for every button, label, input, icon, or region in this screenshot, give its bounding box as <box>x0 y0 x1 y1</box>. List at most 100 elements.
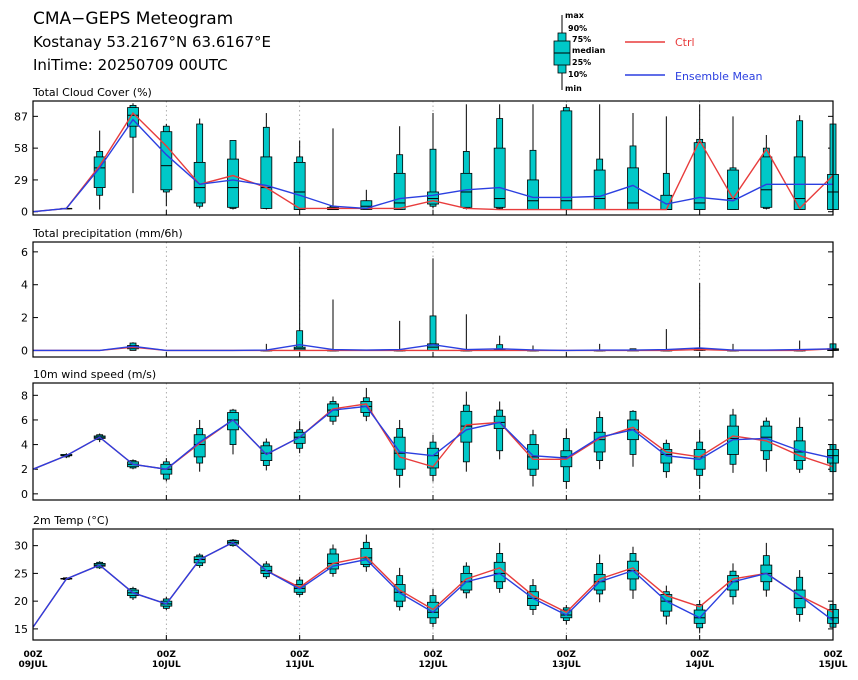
box-outer <box>693 609 706 624</box>
box-outer <box>460 410 473 443</box>
box-outer <box>127 107 139 127</box>
box-outer <box>693 142 706 210</box>
legend-box-label: min <box>565 84 582 93</box>
box-23 <box>793 115 806 210</box>
box-21 <box>727 408 739 473</box>
ctrl-series-line <box>32 111 834 213</box>
legend-box-label: 90% <box>568 24 587 33</box>
box-outer <box>227 158 239 208</box>
mean-series-line <box>33 343 834 352</box>
box-13 <box>460 104 473 210</box>
box-outer <box>560 609 573 619</box>
x-tick-hour: 00Z <box>290 650 310 660</box>
location-text: Kostanay 53.2167°N 63.6167°E <box>33 33 271 51</box>
box-8 <box>293 140 306 210</box>
box-11 <box>393 320 406 352</box>
box-outer <box>427 447 439 469</box>
box-9 <box>327 128 339 211</box>
x-tick-hour: 00Z <box>823 650 843 660</box>
y-tick-label: 6 <box>21 414 28 427</box>
box-14 <box>493 104 506 210</box>
panels: Total Cloud Cover (%) 0 29 58 87 Total precip… <box>14 86 848 670</box>
panel-title: 10m wind speed (m/s) <box>33 368 156 381</box>
chart-title: CMA−GEPS Meteogram <box>33 9 233 29</box>
box-outer <box>593 169 606 210</box>
box-12 <box>427 258 439 351</box>
y-tick-label: 6 <box>21 246 28 259</box>
y-tick-label: 0 <box>21 344 28 357</box>
y-tick-label: 4 <box>21 279 28 292</box>
x-tick-day: 12JUL <box>419 660 448 670</box>
box-22 <box>760 134 773 210</box>
panel-2m-temp-c: 2m Temp (°C) 15 20 25 30 <box>14 514 839 641</box>
y-tick-label: 8 <box>21 389 28 402</box>
y-tick-label: 2 <box>21 312 28 325</box>
x-tick-day: 11JUL <box>285 660 314 670</box>
box-17 <box>593 104 606 210</box>
box-16 <box>560 104 573 210</box>
legend-box-label: 75% <box>572 35 591 44</box>
box-outer <box>260 156 273 209</box>
y-tick-label: 58 <box>14 142 28 155</box>
x-tick-day: 15JUL <box>819 660 848 670</box>
x-tick-day: 10JUL <box>152 660 181 670</box>
legend-ctrl-label: Ctrl <box>675 36 695 49</box>
box-2 <box>93 130 106 210</box>
box-outer <box>493 147 506 208</box>
box-outer <box>660 594 673 612</box>
box-outer <box>760 156 773 208</box>
y-tick-label: 25 <box>14 567 28 580</box>
legend-box-label: 10% <box>568 70 587 79</box>
panel-title: Total precipitation (mm/6h) <box>32 227 183 240</box>
x-tick-hour: 00Z <box>557 650 577 660</box>
legend-box-label: 25% <box>572 58 591 67</box>
box-outer <box>393 172 406 210</box>
panel-title: Total Cloud Cover (%) <box>32 86 152 99</box>
box-8 <box>293 246 306 351</box>
box-20 <box>693 283 706 351</box>
box-23 <box>793 417 806 473</box>
box-18 <box>627 113 639 210</box>
x-tick-hour: 00Z <box>23 650 43 660</box>
box-outer <box>160 131 173 191</box>
box-12 <box>427 434 439 482</box>
y-tick-label: 15 <box>14 623 28 636</box>
mean-series-line <box>32 118 833 213</box>
x-tick-day: 13JUL <box>552 660 581 670</box>
legend-mean-label: Ensemble Mean <box>675 70 762 83</box>
box-outer <box>327 553 339 570</box>
box-inner <box>496 409 504 452</box>
box-12 <box>427 113 439 209</box>
x-axis-labels: 00Z09JUL00Z10JUL00Z11JUL00Z12JUL00Z13JUL… <box>19 650 848 670</box>
y-tick-label: 2 <box>21 463 28 476</box>
box-6 <box>227 408 239 455</box>
box-19 <box>660 329 673 352</box>
y-tick-label: 0 <box>21 488 28 501</box>
y-tick-label: 87 <box>14 110 28 123</box>
box-22 <box>760 542 773 597</box>
box-outer <box>727 169 739 210</box>
panel-total-cloud-cover: Total Cloud Cover (%) 0 29 58 87 <box>14 86 839 219</box>
y-tick-label: 29 <box>14 174 28 187</box>
box-11 <box>393 126 406 210</box>
box-outer <box>793 156 806 210</box>
box-10 <box>360 534 373 572</box>
mean-series-line <box>32 405 834 470</box>
box-18 <box>627 546 639 599</box>
panel-total-precipitation-mm-6h: Total precipitation (mm/6h) 0 2 4 6 <box>21 227 839 358</box>
box-outer <box>427 191 439 205</box>
x-tick-day: 09JUL <box>19 660 48 670</box>
box-19 <box>660 585 673 625</box>
box-outer <box>360 200 373 210</box>
y-tick-label: 4 <box>21 439 28 452</box>
x-tick-hour: 00Z <box>690 650 710 660</box>
box-22 <box>760 417 773 472</box>
y-tick-label: 0 <box>21 206 28 219</box>
box-9 <box>327 544 339 577</box>
legend-box-label: median <box>572 46 606 55</box>
box-10 <box>360 189 373 210</box>
box-13 <box>460 391 473 472</box>
box-11 <box>393 419 406 488</box>
box-19 <box>660 439 673 478</box>
